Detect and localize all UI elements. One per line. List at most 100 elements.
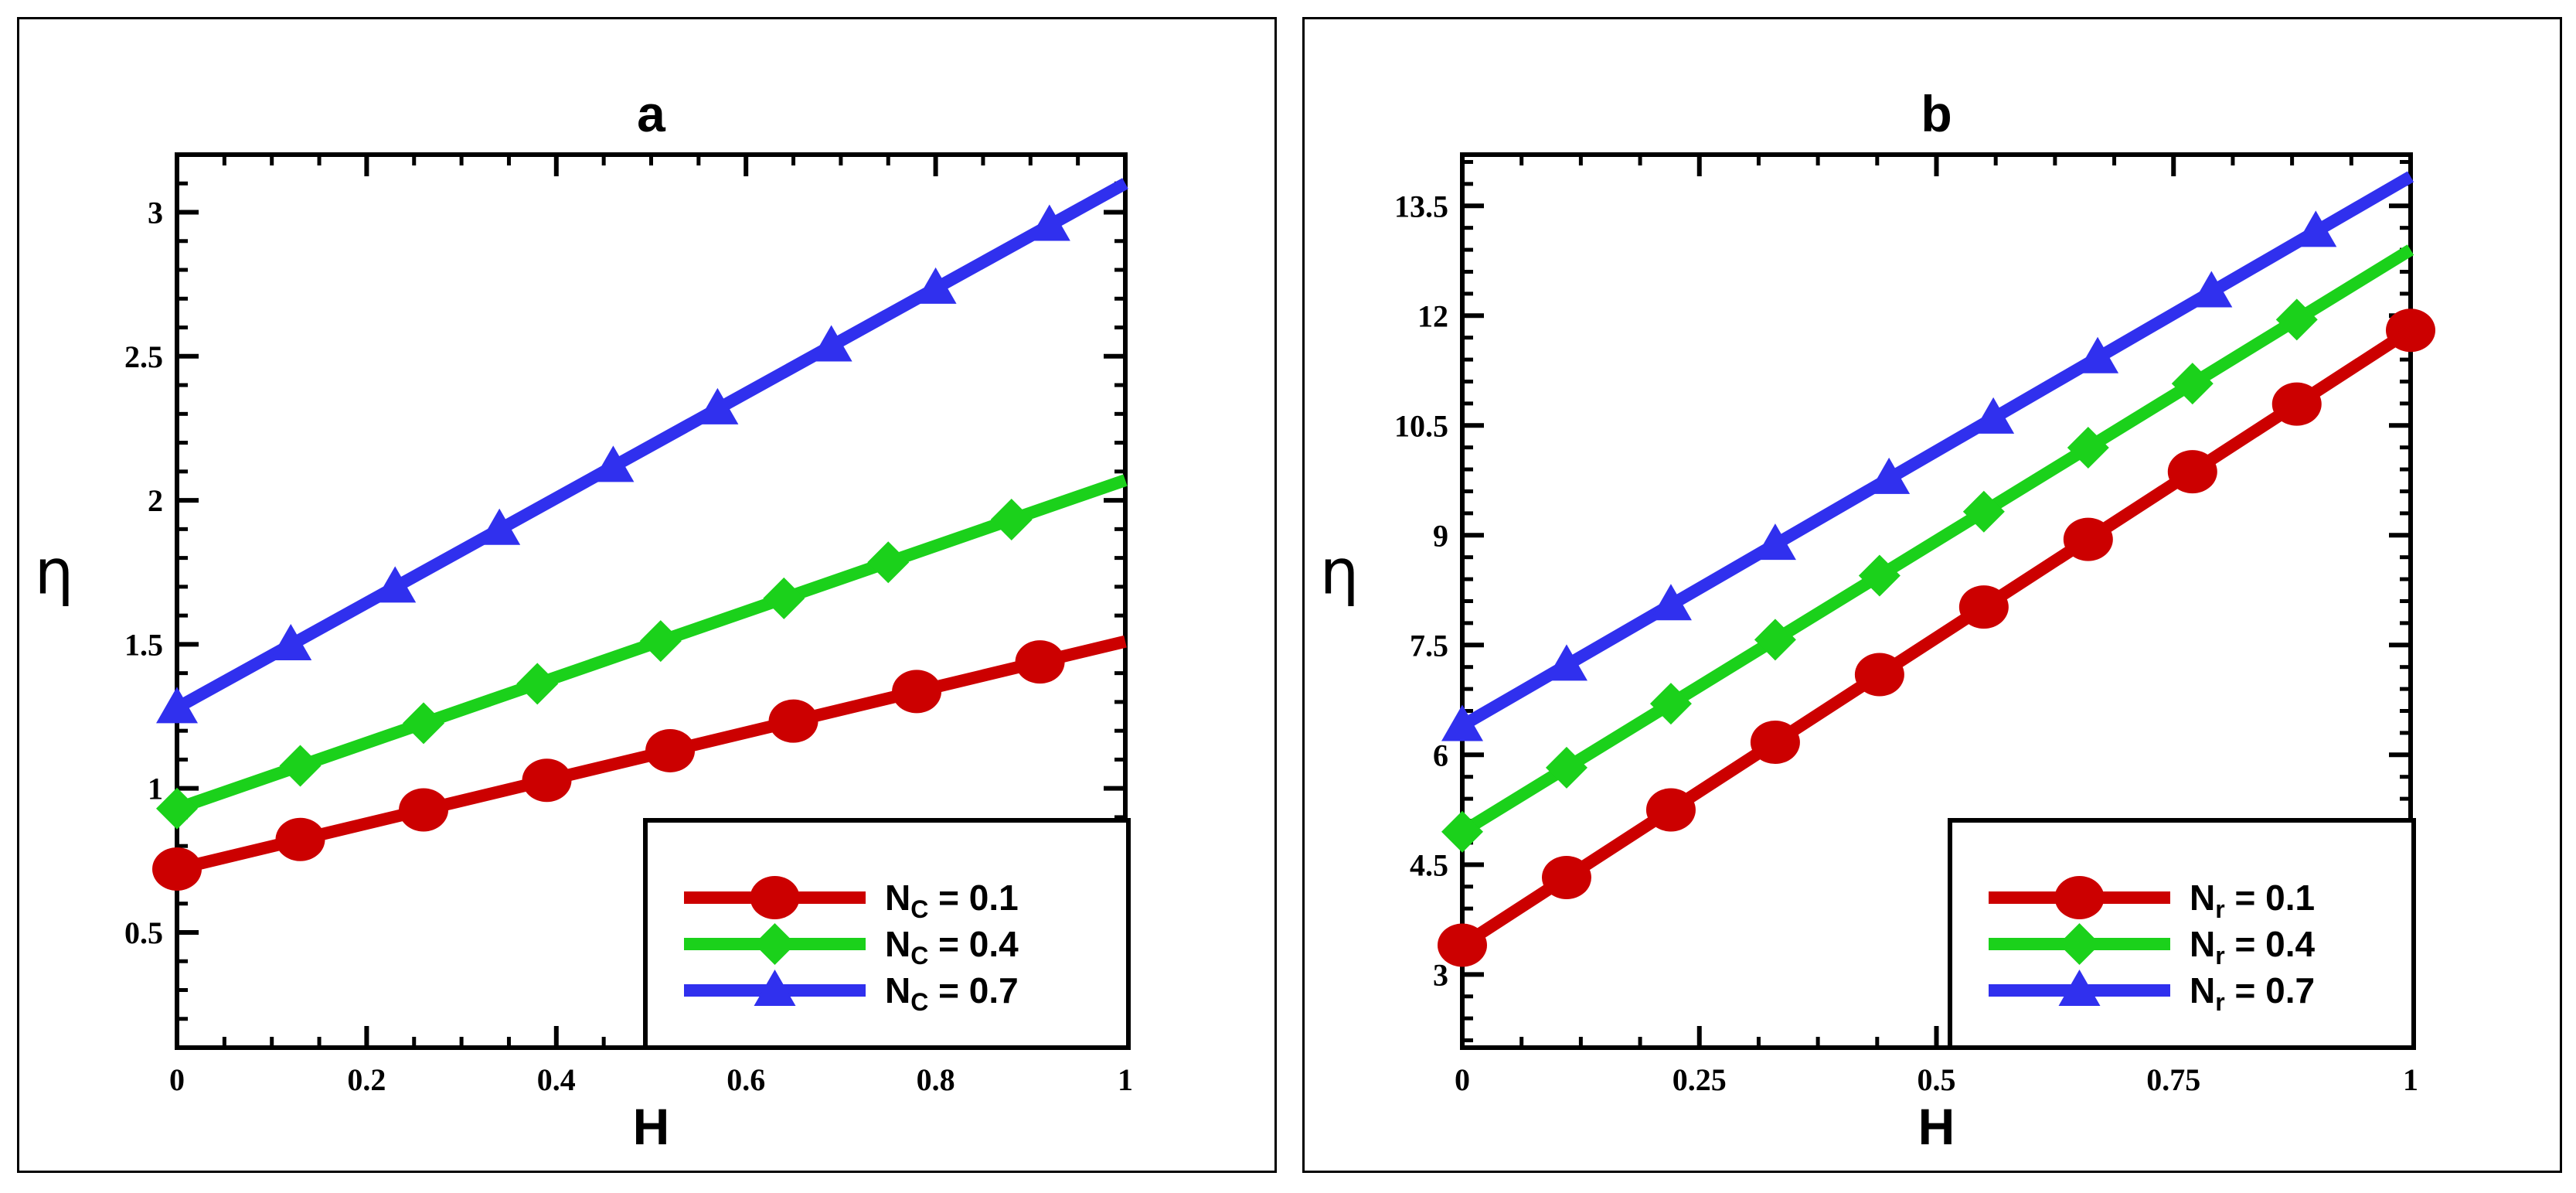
x-tick-label: 0.5 — [1918, 1062, 1956, 1097]
data-point — [696, 387, 739, 424]
series-line — [174, 178, 1128, 714]
data-point — [592, 445, 635, 482]
legend-box — [643, 818, 1131, 1050]
data-point — [522, 758, 572, 803]
y-tick-label: 13.5 — [1394, 189, 1448, 223]
data-point — [275, 817, 325, 861]
data-point — [2063, 517, 2113, 561]
series-circle — [1438, 308, 2435, 967]
data-point — [2077, 336, 2119, 373]
legend-label: Nr = 0.4 — [2190, 924, 2315, 970]
data-point — [2295, 210, 2337, 247]
x-tick-label: 0.4 — [537, 1062, 576, 1097]
legend: Nr = 0.1Nr = 0.4Nr = 0.7 — [1948, 818, 2416, 1050]
legend-marker — [750, 876, 800, 919]
data-point — [152, 847, 202, 891]
legend-marker — [2054, 876, 2105, 919]
data-point — [892, 670, 942, 714]
x-axis-label: H — [1918, 1098, 1955, 1155]
data-point — [990, 498, 1033, 540]
legend-marker — [2058, 923, 2101, 965]
legend-marker — [2058, 970, 2101, 1006]
data-point — [1750, 721, 1800, 765]
x-tick-label: 0 — [169, 1062, 185, 1097]
series-triangle — [1441, 171, 2414, 741]
series-line — [1458, 171, 2414, 731]
series-diamond — [156, 474, 1128, 830]
data-point — [1441, 810, 1483, 853]
x-tick-label: 0.25 — [1673, 1062, 1727, 1097]
y-tick-label: 3 — [148, 196, 163, 230]
y-tick-label: 12 — [1417, 298, 1448, 333]
data-point — [763, 577, 805, 619]
data-point — [374, 566, 417, 603]
x-tick-label: 0.75 — [2146, 1062, 2200, 1097]
series-diamond — [1441, 244, 2414, 853]
y-tick-label: 2.5 — [124, 339, 163, 374]
data-point — [2386, 308, 2435, 353]
data-point — [2171, 363, 2214, 405]
legend-marker — [754, 970, 796, 1006]
data-point — [1962, 490, 2005, 533]
data-point — [914, 267, 957, 304]
data-point — [1868, 457, 1911, 494]
y-tick-label: 3 — [1433, 957, 1448, 992]
data-point — [1015, 640, 1065, 684]
x-tick-label: 0.2 — [347, 1062, 386, 1097]
x-tick-label: 0.6 — [727, 1062, 765, 1097]
data-point — [867, 541, 910, 584]
x-tick-label: 1 — [1118, 1062, 1133, 1097]
chart-title: b — [1921, 85, 1952, 142]
y-tick-label: 1.5 — [124, 627, 163, 662]
data-point — [1645, 788, 1696, 832]
data-point — [1541, 855, 1591, 899]
series-line — [1458, 325, 2414, 951]
y-tick-label: 2 — [148, 483, 163, 518]
y-axis-label: η — [1320, 537, 1359, 608]
legend-label: Nr = 0.1 — [2190, 878, 2315, 923]
series-circle — [152, 635, 1127, 891]
data-point — [2167, 450, 2217, 494]
data-point — [1754, 619, 1796, 661]
legend-box — [1948, 818, 2416, 1050]
data-point — [1958, 585, 2009, 629]
legend-label: Nr = 0.7 — [2190, 970, 2315, 1016]
y-tick-label: 9 — [1433, 518, 1448, 553]
y-tick-label: 7.5 — [1410, 628, 1448, 663]
data-point — [1754, 523, 1796, 561]
data-point — [478, 508, 521, 545]
legend-label: NC = 0.7 — [885, 970, 1019, 1016]
legend-label: NC = 0.1 — [885, 878, 1019, 923]
y-tick-label: 6 — [1433, 738, 1448, 772]
data-point — [1972, 397, 2015, 434]
data-point — [1545, 746, 1587, 789]
legend-label: NC = 0.4 — [885, 924, 1019, 970]
data-point — [270, 623, 312, 660]
data-point — [1649, 584, 1692, 621]
series-triangle — [156, 178, 1128, 724]
data-point — [1854, 653, 1904, 697]
data-point — [645, 728, 696, 772]
data-point — [810, 325, 852, 362]
data-point — [2271, 382, 2322, 426]
y-tick-label: 10.5 — [1394, 408, 1448, 443]
data-point — [2275, 298, 2318, 341]
data-point — [1441, 704, 1483, 741]
data-point — [1545, 644, 1587, 681]
data-point — [768, 699, 818, 743]
data-point — [639, 620, 682, 663]
x-tick-label: 0.8 — [917, 1062, 955, 1097]
data-point — [399, 788, 449, 832]
data-point — [516, 663, 559, 705]
data-point — [156, 687, 198, 724]
series-line — [1458, 244, 2414, 837]
legend-marker — [754, 923, 796, 965]
chart-b: b 0 0.25 0.5 0.75 1 3 4.5 6 7.5 9 10.5 12 13.5 Hη Nr = … — [1320, 85, 2435, 1155]
x-axis-label: H — [633, 1098, 670, 1155]
data-point — [2067, 426, 2109, 469]
data-point — [2190, 271, 2233, 308]
data-point — [1649, 683, 1692, 725]
